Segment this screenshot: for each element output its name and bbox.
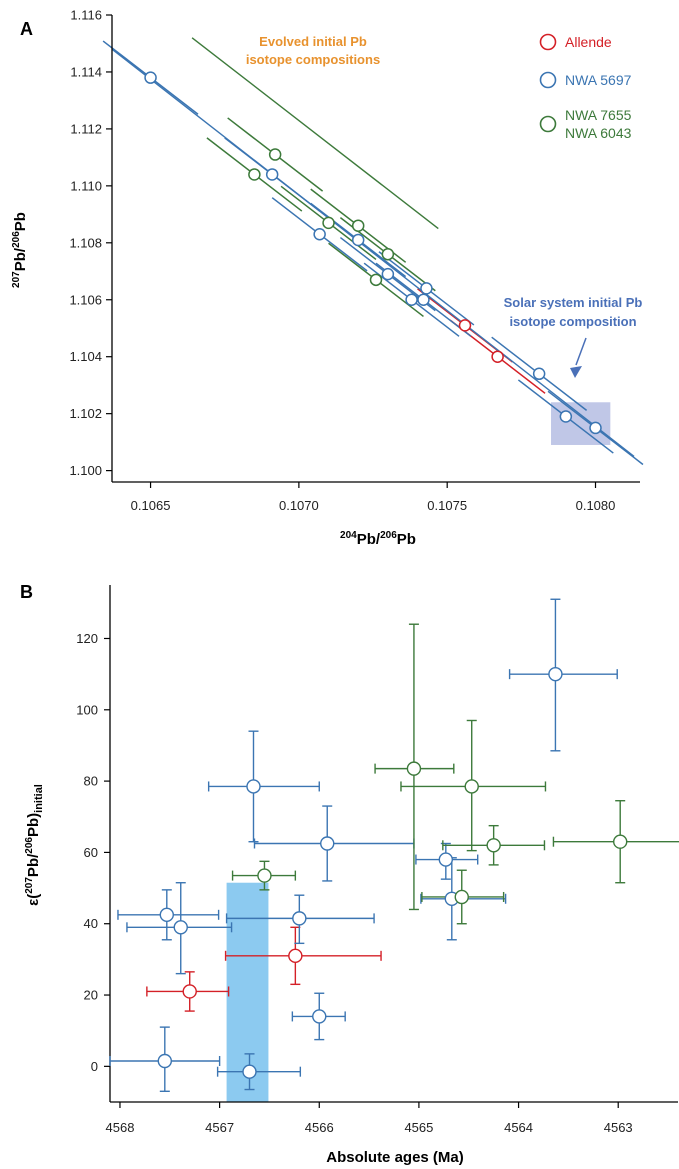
panel-a-data-point: [420, 282, 433, 295]
panel-a-y-tick-label: 1.108: [69, 235, 102, 250]
panel-a-data-point: [322, 216, 335, 230]
panel-a-data-point: [381, 247, 395, 261]
panel-b-ticks: 4568 4567 4566 4565 4564 4563 0 20 40 60 80 100 120: [76, 631, 632, 1135]
panel-a-x-tick-label: 0.1065: [131, 498, 171, 513]
panel-a-data-point: [351, 219, 365, 232]
panel-a-data-point: [248, 168, 261, 181]
panel-a-data-point: [458, 319, 472, 332]
panel-b-data-point: [159, 907, 175, 923]
panel-a-highlight-layer: [551, 402, 611, 445]
annotation-evolved-line2: isotope compositions: [246, 52, 380, 67]
annotation-solar-line2: isotope composition: [509, 314, 636, 329]
panel-a-y-tick-label: 1.102: [69, 406, 102, 421]
panel-a-data-point: [313, 228, 326, 241]
panel-a-data-point: [532, 367, 546, 381]
panel-a-error-lines: [102, 37, 644, 466]
panel-b-y-tick-label: 60: [84, 845, 98, 860]
panel-b-x-tick-label: 4563: [604, 1120, 633, 1135]
panel-a-x-tick-label: 0.1080: [576, 498, 616, 513]
panel-a-x-axis-label: 204Pb/206Pb: [340, 530, 416, 548]
panel-a-chart: A 0.1065 0.1070 0.1075 0.1080 1.100 1.102 1.10…: [11, 8, 644, 548]
panel-b-data-point: [257, 868, 272, 883]
annotation-solar-line1: Solar system initial Pb: [504, 295, 643, 310]
legend-marker-allende: [539, 33, 557, 51]
panel-a-data-point: [144, 71, 157, 84]
panel-b-label: B: [20, 582, 33, 602]
panel-b-y-axis-label: ε(207Pb/206Pb)initial: [24, 784, 45, 906]
panel-a-axes: [111, 15, 640, 483]
panel-b-data-point: [548, 666, 563, 682]
panel-a-x-tick-label: 0.1075: [427, 498, 467, 513]
panel-b-data-point: [320, 836, 335, 851]
panel-b-data-point: [613, 834, 628, 849]
panel-b-y-tick-label: 80: [84, 774, 98, 789]
panel-a-data-point: [268, 148, 282, 161]
panel-a-y-tick-label: 1.116: [70, 8, 102, 23]
legend-label-nwa6043: NWA 6043: [565, 125, 632, 141]
panel-b-data-point: [312, 1009, 327, 1024]
panel-a-data-point: [417, 293, 430, 307]
panel-a-y-tick-label: 1.114: [70, 64, 102, 79]
panel-a-data-point: [351, 233, 365, 247]
panel-b-data-point: [454, 889, 469, 905]
panel-b-data-point: [288, 948, 303, 964]
panel-a-y-tick-label: 1.106: [69, 292, 102, 307]
panel-a-reference-line: [191, 37, 439, 230]
panel-a-y-tick-label: 1.110: [70, 178, 102, 193]
panel-b-x-tick-label: 4566: [305, 1120, 334, 1135]
panel-a-data-point: [265, 168, 279, 181]
panel-b-x-tick-label: 4567: [205, 1120, 234, 1135]
panel-b-data-point: [242, 1064, 257, 1079]
annotation-solar-arrow: [575, 337, 587, 366]
panel-a-legend: Allende NWA 5697 NWA 7655 NWA 6043: [539, 33, 632, 141]
panel-b-y-tick-label: 120: [76, 631, 98, 646]
panel-a-points: [144, 71, 602, 435]
panel-a-y-tick-label: 1.104: [69, 349, 102, 364]
panel-b-data-point: [486, 838, 501, 853]
solar-initial-highlight-box: [551, 402, 611, 445]
panel-a-data-point: [589, 421, 602, 435]
panel-b-axes: [109, 585, 678, 1103]
panel-b-data-point: [292, 911, 307, 926]
panel-b-y-tick-label: 0: [91, 1059, 98, 1074]
panel-b-data-point: [464, 779, 479, 794]
panel-b-data-point: [182, 984, 197, 999]
legend-label-allende: Allende: [565, 34, 612, 50]
panel-a-y-tick-label: 1.112: [70, 121, 102, 136]
panel-b-chart: B 4568 4567 4566 4565 4564 4563 0 20 40 60 80 100 12…: [20, 582, 679, 1166]
panel-b-data-point: [406, 761, 422, 776]
annotation-solar-arrowhead: [570, 366, 582, 378]
panel-a-y-axis-label: 207Pb/206Pb: [11, 212, 29, 288]
legend-marker-nwa7655: [539, 115, 557, 133]
panel-a-ticks: 0.1065 0.1070 0.1075 0.1080 1.100 1.102 1.104 1…: [69, 8, 615, 514]
legend-label-nwa7655: NWA 7655: [565, 107, 632, 123]
annotation-evolved-line1: Evolved initial Pb: [259, 34, 367, 49]
panel-a-data-point: [369, 273, 383, 287]
legend-marker-nwa5697: [539, 71, 557, 89]
panel-a-data-point: [381, 267, 395, 281]
panel-b-x-tick-label: 4568: [106, 1120, 135, 1135]
panel-a-reference-line: [111, 48, 635, 457]
panel-a-y-tick-label: 1.100: [69, 463, 102, 478]
panel-a-x-tick-label: 0.1070: [279, 498, 319, 513]
panel-b-y-tick-label: 40: [84, 916, 98, 931]
panel-b-data-point: [438, 852, 454, 867]
panel-b-x-axis-label: Absolute ages (Ma): [326, 1149, 464, 1166]
panel-a-data-point: [559, 410, 573, 423]
panel-b-error-bars: [109, 598, 679, 1093]
panel-b-y-tick-label: 20: [84, 988, 98, 1003]
panel-a-data-point: [491, 350, 504, 363]
panel-b-x-tick-label: 4564: [504, 1120, 533, 1135]
panel-a-label: A: [20, 19, 33, 39]
legend-label-nwa5697: NWA 5697: [565, 72, 632, 88]
panel-b-x-tick-label: 4565: [404, 1120, 433, 1135]
panel-b-data-point: [246, 779, 261, 794]
panel-b-data-point: [157, 1053, 173, 1069]
panel-b-y-tick-label: 100: [76, 702, 98, 717]
panel-a-data-point: [405, 293, 418, 307]
panel-b-data-point: [173, 920, 188, 935]
panel-b-points: [157, 666, 628, 1079]
